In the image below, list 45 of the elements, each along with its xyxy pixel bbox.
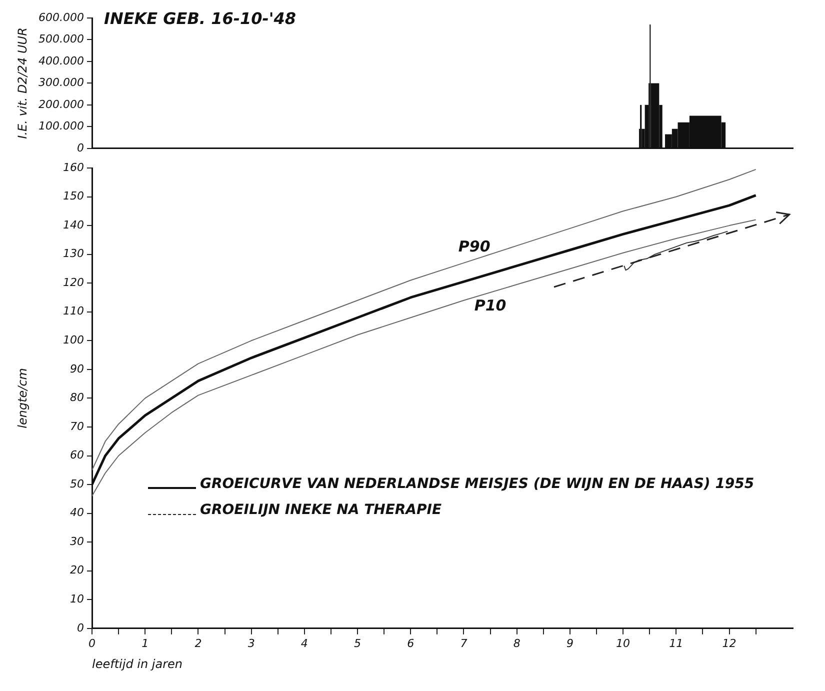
x-tick-label: 11 xyxy=(669,636,684,650)
y-tick-label: 10 xyxy=(70,592,84,606)
x-tick-label: 5 xyxy=(354,636,362,650)
y-tick-label: 110 xyxy=(63,304,84,318)
y-tick-label: 200.000 xyxy=(38,98,84,111)
y-tick-label: 100.000 xyxy=(38,120,84,133)
y-tick-label: 160 xyxy=(63,160,84,174)
y-tick-label: 150 xyxy=(63,190,84,203)
y-tick-label: 140 xyxy=(63,218,84,232)
y-tick-label: 120 xyxy=(63,276,84,289)
y-tick-label: 20 xyxy=(70,564,84,577)
x-tick-label: 0 xyxy=(88,636,96,650)
x-tick-label: 1 xyxy=(142,636,149,650)
y-tick-label: 500.000 xyxy=(38,32,84,46)
y-tick-label: 70 xyxy=(70,420,84,433)
x-tick-label: 2 xyxy=(194,636,202,650)
x-tick-label: 8 xyxy=(513,636,520,650)
y-tick-label: 400.000 xyxy=(38,54,84,68)
y-tick-label: 50 xyxy=(70,477,84,490)
x-tick-label: 4 xyxy=(300,636,308,650)
y-tick-label: 600.000 xyxy=(38,10,84,24)
x-axis-title: leeftijd in jaren xyxy=(92,656,182,671)
y-tick-label: 130 xyxy=(63,247,84,260)
y-tick-label: 100 xyxy=(63,334,84,347)
chart-title: INEKE GEB. 16-10-'48 xyxy=(104,9,296,28)
series-label: P90 xyxy=(458,238,490,256)
y-axis-title: I.E. vit. D2/24 UUR xyxy=(15,28,30,139)
x-tick-label: 6 xyxy=(407,636,414,650)
y-axis-title: lengte/cm xyxy=(15,368,30,428)
y-tick-label: 90 xyxy=(70,362,84,376)
y-tick-label: 80 xyxy=(70,391,84,404)
y-tick-label: 60 xyxy=(70,448,84,462)
x-tick-label: 7 xyxy=(460,636,468,650)
y-tick-label: 0 xyxy=(77,141,84,154)
series-label: P10 xyxy=(474,296,506,314)
y-tick-label: 0 xyxy=(77,621,84,634)
y-tick-label: 30 xyxy=(70,534,84,548)
annotation: GROEILIJN INEKE NA THERAPIE xyxy=(200,502,442,518)
x-tick-label: 12 xyxy=(722,636,736,650)
y-tick-label: 40 xyxy=(70,506,84,520)
x-tick-label: 9 xyxy=(566,636,574,650)
x-tick-label: 3 xyxy=(248,636,255,650)
legend-label: GROEICURVE VAN NEDERLANDSE MEISJES (DE WIJN EN DE HAAS) 1955 xyxy=(200,476,754,492)
x-tick-label: 10 xyxy=(616,636,630,650)
y-tick-label: 300.000 xyxy=(38,76,84,90)
